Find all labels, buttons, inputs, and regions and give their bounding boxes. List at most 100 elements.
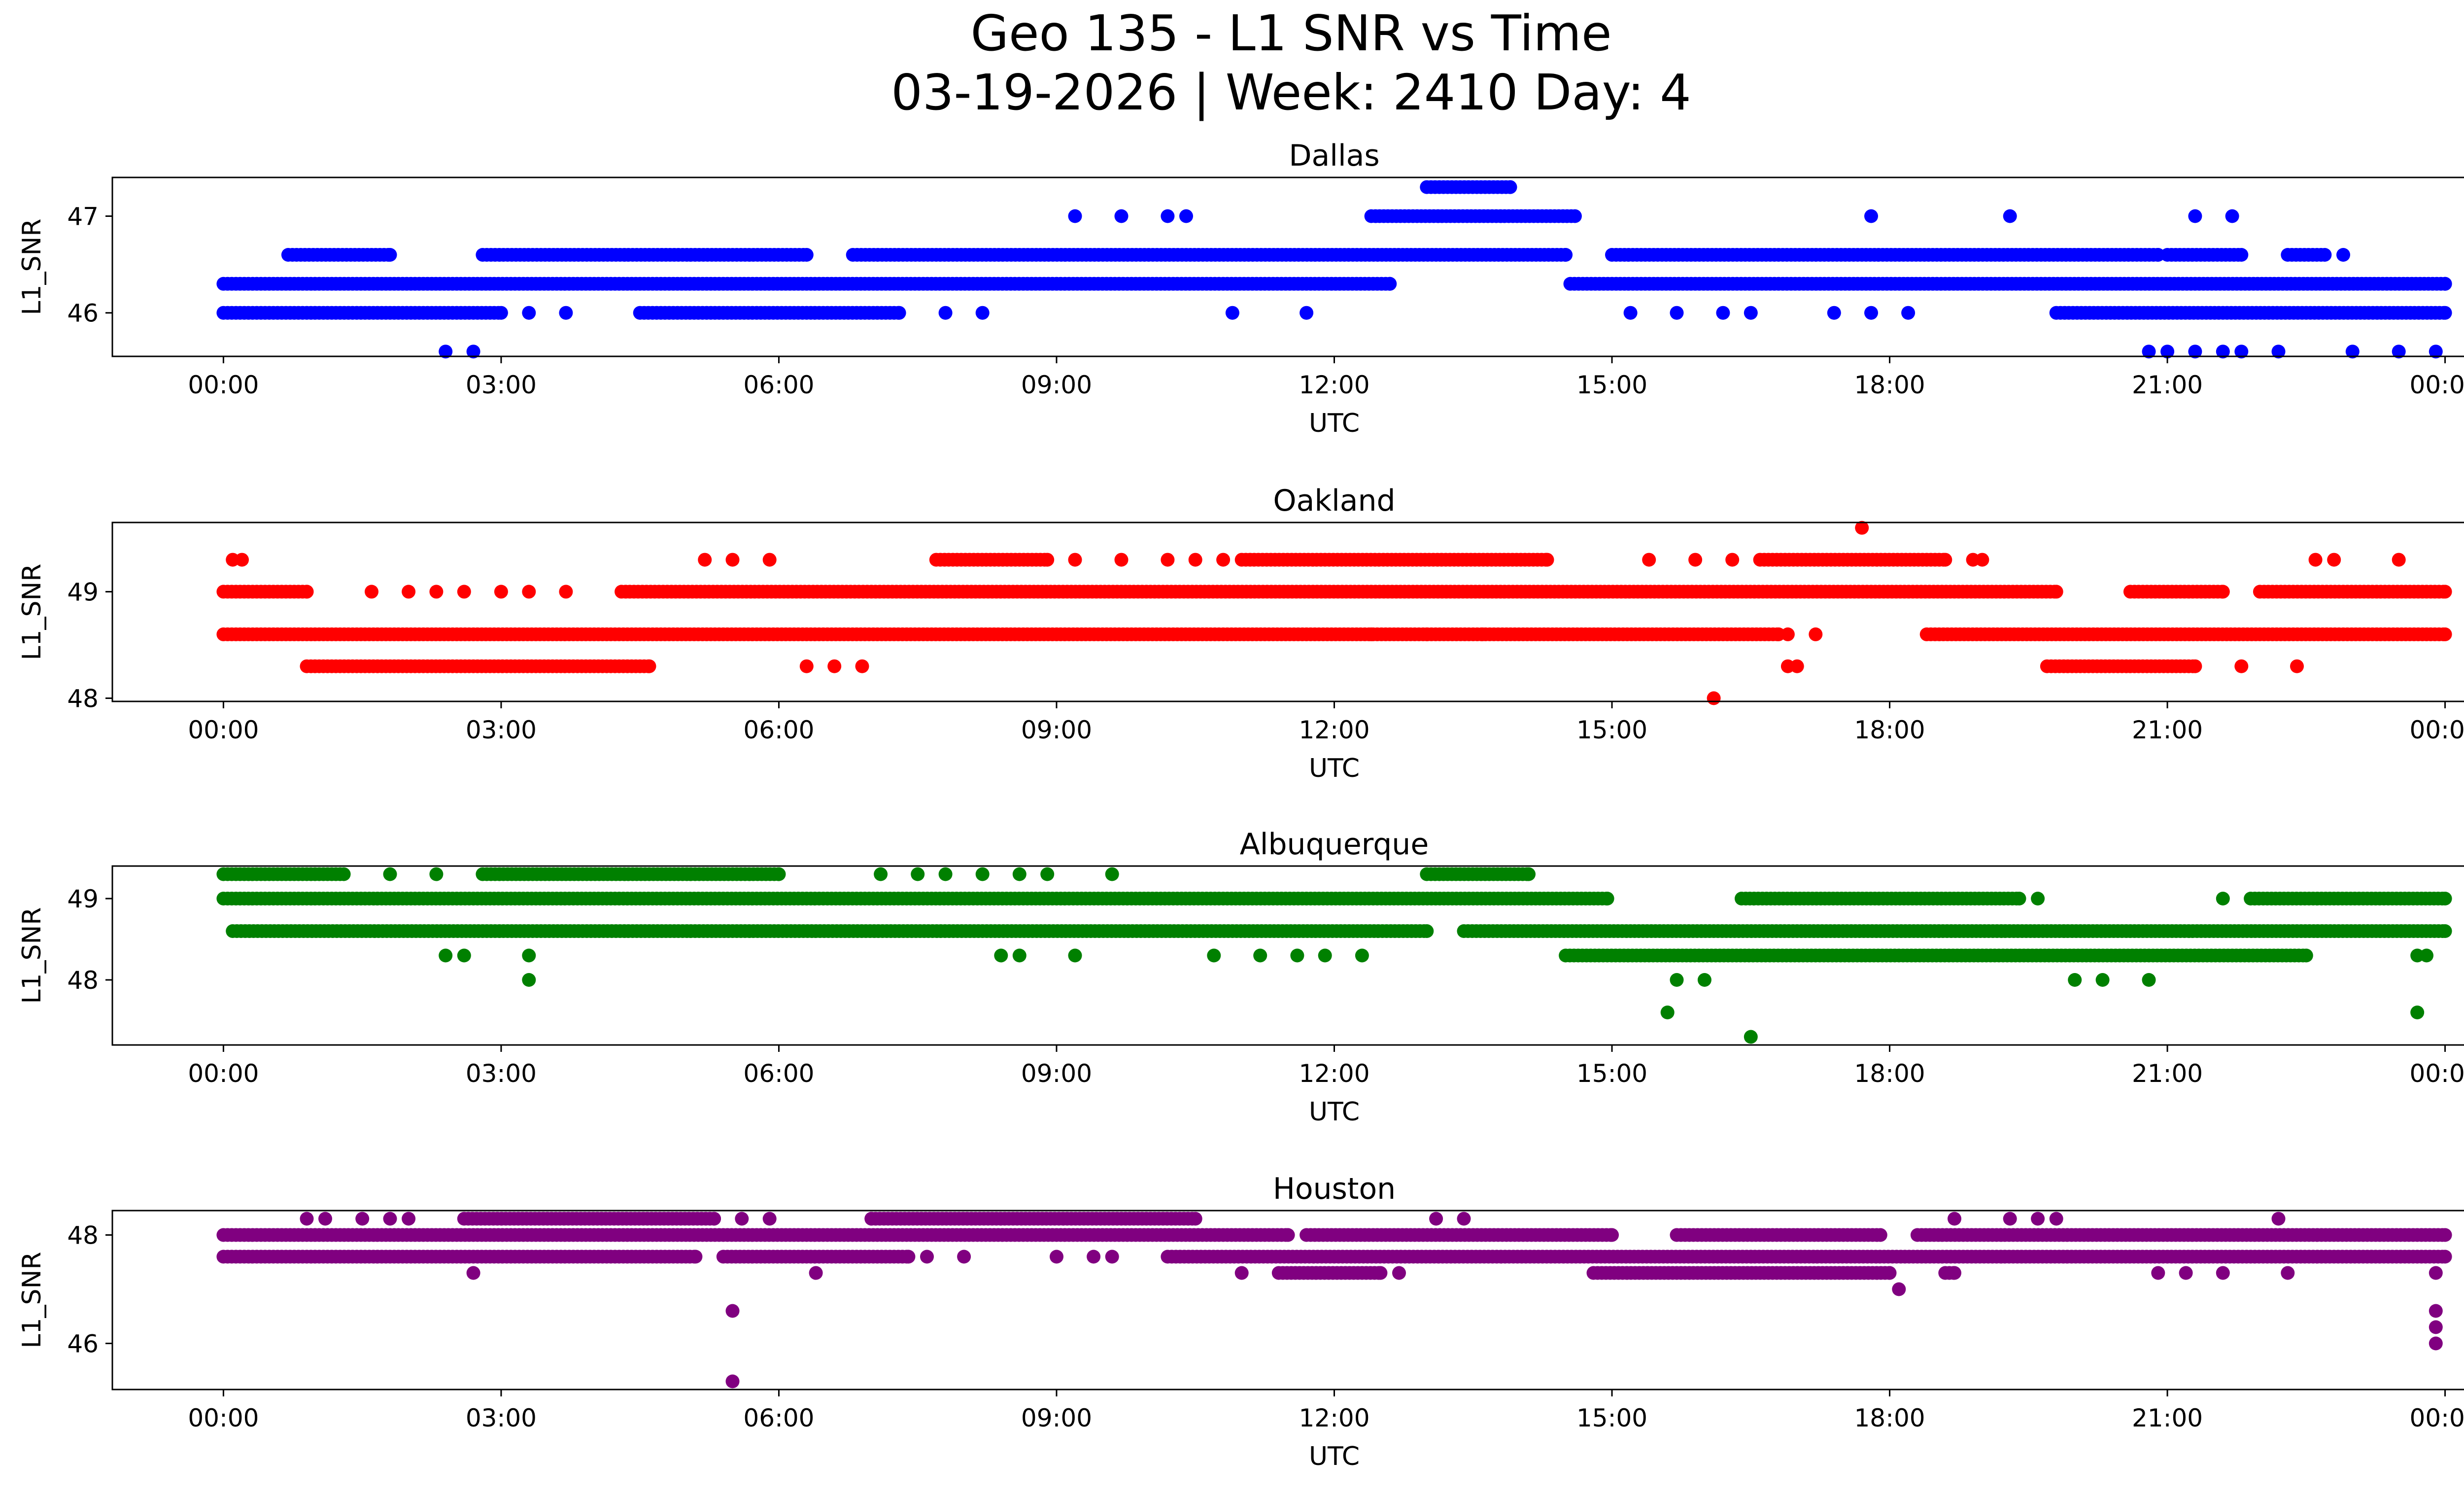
x-axis-label: UTC [1309,409,1360,438]
data-point [1012,867,1027,881]
data-point [642,659,656,673]
data-point [1068,948,1082,963]
data-point [402,585,416,599]
data-point [2234,248,2249,262]
data-point [235,553,249,567]
data-point [1600,892,1614,905]
data-point [975,306,990,320]
data-point [2160,345,2175,359]
data-point [2299,948,2313,963]
x-tick-label: 15:00 [1576,1059,1647,1088]
data-point [1383,277,1397,291]
y-tick-label: 48 [67,966,99,995]
data-point [2438,1250,2452,1264]
x-tick-label: 03:00 [466,371,537,399]
data-point [1568,209,1582,223]
data-point [1873,1228,1887,1242]
data-point [466,345,480,359]
data-point [2438,306,2452,320]
data-point [1744,306,1758,320]
data-point [1780,627,1795,641]
data-point [1882,1266,1897,1280]
x-tick-label: 09:00 [1021,371,1092,399]
y-tick-label: 46 [67,299,99,328]
data-point [1161,553,1175,567]
data-point [772,867,786,881]
data-point [1290,948,1304,963]
subplot-title: Dallas [1289,139,1379,173]
data-point [2271,345,2286,359]
data-point [1975,553,1989,567]
data-point [1790,659,1804,673]
data-series [216,521,2452,705]
data-point [383,248,397,262]
x-tick-label: 21:00 [2132,371,2203,399]
data-point [1540,553,1554,567]
data-point [2308,553,2323,567]
data-point [1179,209,1193,223]
data-point [2318,248,2332,262]
data-point [1114,553,1129,567]
data-point [1253,948,1267,963]
data-point [2290,659,2304,673]
data-point [365,585,378,599]
data-point [1207,948,1221,963]
x-tick-label: 03:00 [466,1059,537,1088]
data-point [827,659,842,673]
x-tick-label: 00:00 [188,1059,259,1088]
data-point [911,867,925,881]
data-point [994,948,1008,963]
data-point [799,659,814,673]
data-point [1114,209,1129,223]
data-point [2188,345,2202,359]
x-axis-label: UTC [1309,1097,1360,1127]
data-point [901,1250,916,1264]
data-point [2031,892,2045,905]
data-point [1688,553,1703,567]
x-tick-label: 03:00 [466,716,537,744]
data-point [2429,345,2443,359]
subplot-title: Houston [1273,1172,1396,1206]
data-point [1281,1228,1295,1242]
x-tick-label: 00:00 [2410,371,2464,399]
data-point [1901,306,1916,320]
data-point [1364,627,1378,641]
x-tick-label: 21:00 [2132,1059,2203,1088]
data-point [2216,585,2230,599]
data-point [1161,209,1175,223]
figure-title-line2: 03-19-2026 | Week: 2410 Day: 4 [891,64,1691,121]
x-tick-label: 12:00 [1299,371,1369,399]
data-point [2438,277,2452,291]
data-point [1105,867,1119,881]
subplot-title: Oakland [1273,484,1395,518]
y-axis-label: L1_SNR [17,907,47,1004]
data-point [2336,248,2350,262]
data-point [2142,973,2156,987]
data-point [2410,1006,2425,1019]
data-point [2188,209,2202,223]
x-tick-label: 06:00 [743,1059,814,1088]
data-point [1707,691,1721,705]
data-point [2095,973,2110,987]
data-point [1420,627,1434,641]
x-tick-label: 06:00 [743,371,814,399]
data-point [1475,627,1489,641]
data-point [975,867,990,881]
data-point [1938,553,1952,567]
x-tick-label: 12:00 [1299,716,1369,744]
x-tick-label: 21:00 [2132,716,2203,744]
y-tick-label: 47 [67,202,99,231]
data-point [2392,553,2406,567]
data-series [216,180,2452,359]
data-point [1716,306,1730,320]
x-tick-label: 18:00 [1854,1059,1925,1088]
data-point [1012,948,1027,963]
data-point [457,948,471,963]
data-point [1559,248,1573,262]
data-point [2049,585,2063,599]
x-tick-label: 15:00 [1576,371,1647,399]
data-point [1355,948,1369,963]
x-tick-label: 15:00 [1576,716,1647,744]
x-tick-label: 09:00 [1021,1059,1092,1088]
